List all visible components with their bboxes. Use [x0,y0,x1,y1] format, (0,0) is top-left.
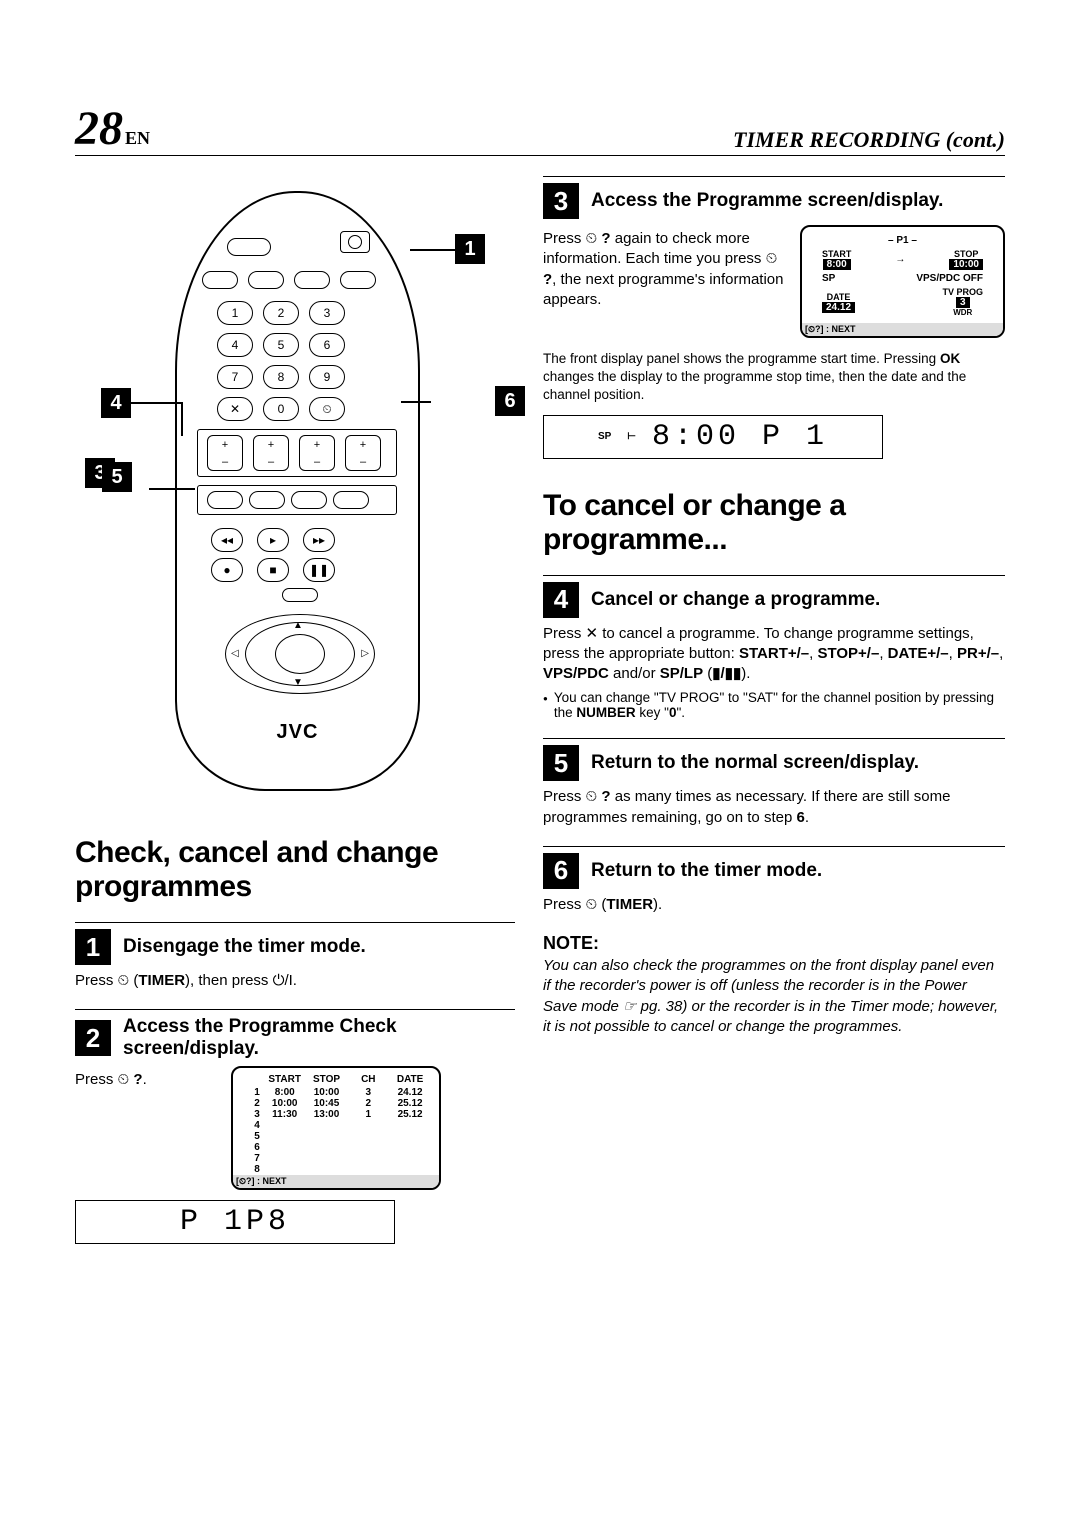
step-2-header: 2 Access the Programme Check screen/disp… [75,1009,515,1060]
page-header: 28EN TIMER RECORDING (cont.) [75,105,1005,156]
step-4-header: 4 Cancel or change a programme. [543,575,1005,618]
osd-check-screen: START STOP CH DATE 18:0010:00324.12210:0… [231,1066,441,1190]
step-6-title: Return to the timer mode. [591,860,822,882]
step-1-title: Disengage the timer mode. [123,936,366,958]
right-section-title: To cancel or change a programme... [543,489,1005,557]
step-5-text: Press ⏲ ? as many times as necessary. If… [543,787,1005,828]
step-3-note: The front display panel shows the progra… [543,350,1005,405]
step-4-bullet: You can change "TV PROG" to "SAT" for th… [543,690,1005,720]
step-6-num: 6 [543,853,579,889]
step-2-title: Access the Programme Check screen/displa… [123,1016,515,1060]
page-number-value: 28 [75,102,123,155]
left-column: 123 456 789 ✕0⏲ +– +– +– +– [75,176,515,1244]
step-4-text: Press ✕ to cancel a programme. To change… [543,624,1005,685]
step-3-title: Access the Programme screen/display. [591,190,943,212]
step-1-text: Press ⏲ (TIMER), then press ⏻/I. [75,971,515,991]
osd-programme-screen: – P1 – START8:00 → STOP10:00 SP VPS/PDC … [800,225,1005,338]
page-number: 28EN [75,105,150,153]
step-5-num: 5 [543,745,579,781]
step-6-text: Press ⏲ (TIMER). [543,895,1005,915]
remote-body: 123 456 789 ✕0⏲ +– +– +– +– [175,191,420,791]
step-3-header: 3 Access the Programme screen/display. [543,176,1005,219]
remote-brand: JVC [177,721,418,744]
right-column: 3 Access the Programme screen/display. P… [543,176,1005,1244]
callout-5: 5 [102,462,132,492]
note-body: You can also check the programmes on the… [543,956,1005,1037]
step-2-num: 2 [75,1020,111,1056]
step-1-header: 1 Disengage the timer mode. [75,922,515,965]
step-3-num: 3 [543,183,579,219]
lcd-1-value: P 1P8 [180,1205,290,1239]
lcd-2: SP ⊢ 8:00 P 1 [543,415,883,459]
callout-1: 1 [455,234,485,264]
page-lang: EN [125,128,150,148]
step-4-title: Cancel or change a programme. [591,589,880,611]
lcd-1: P 1P8 [75,1200,395,1244]
step-6-header: 6 Return to the timer mode. [543,846,1005,889]
step-5-title: Return to the normal screen/display. [591,752,919,774]
callout-6: 6 [495,386,525,416]
note-title: NOTE: [543,933,1005,954]
step-5-header: 5 Return to the normal screen/display. [543,738,1005,781]
step-1-num: 1 [75,929,111,965]
remote-illustration: 123 456 789 ✕0⏲ +– +– +– +– [75,176,515,816]
step-3-text: Press ⏲ ? again to check more informatio… [543,229,788,310]
header-title: TIMER RECORDING (cont.) [733,127,1005,153]
step-4-num: 4 [543,582,579,618]
step-2-text: Press ⏲ ?. [75,1070,215,1090]
callout-4: 4 [101,388,131,418]
left-section-title: Check, cancel and change programmes [75,836,515,904]
